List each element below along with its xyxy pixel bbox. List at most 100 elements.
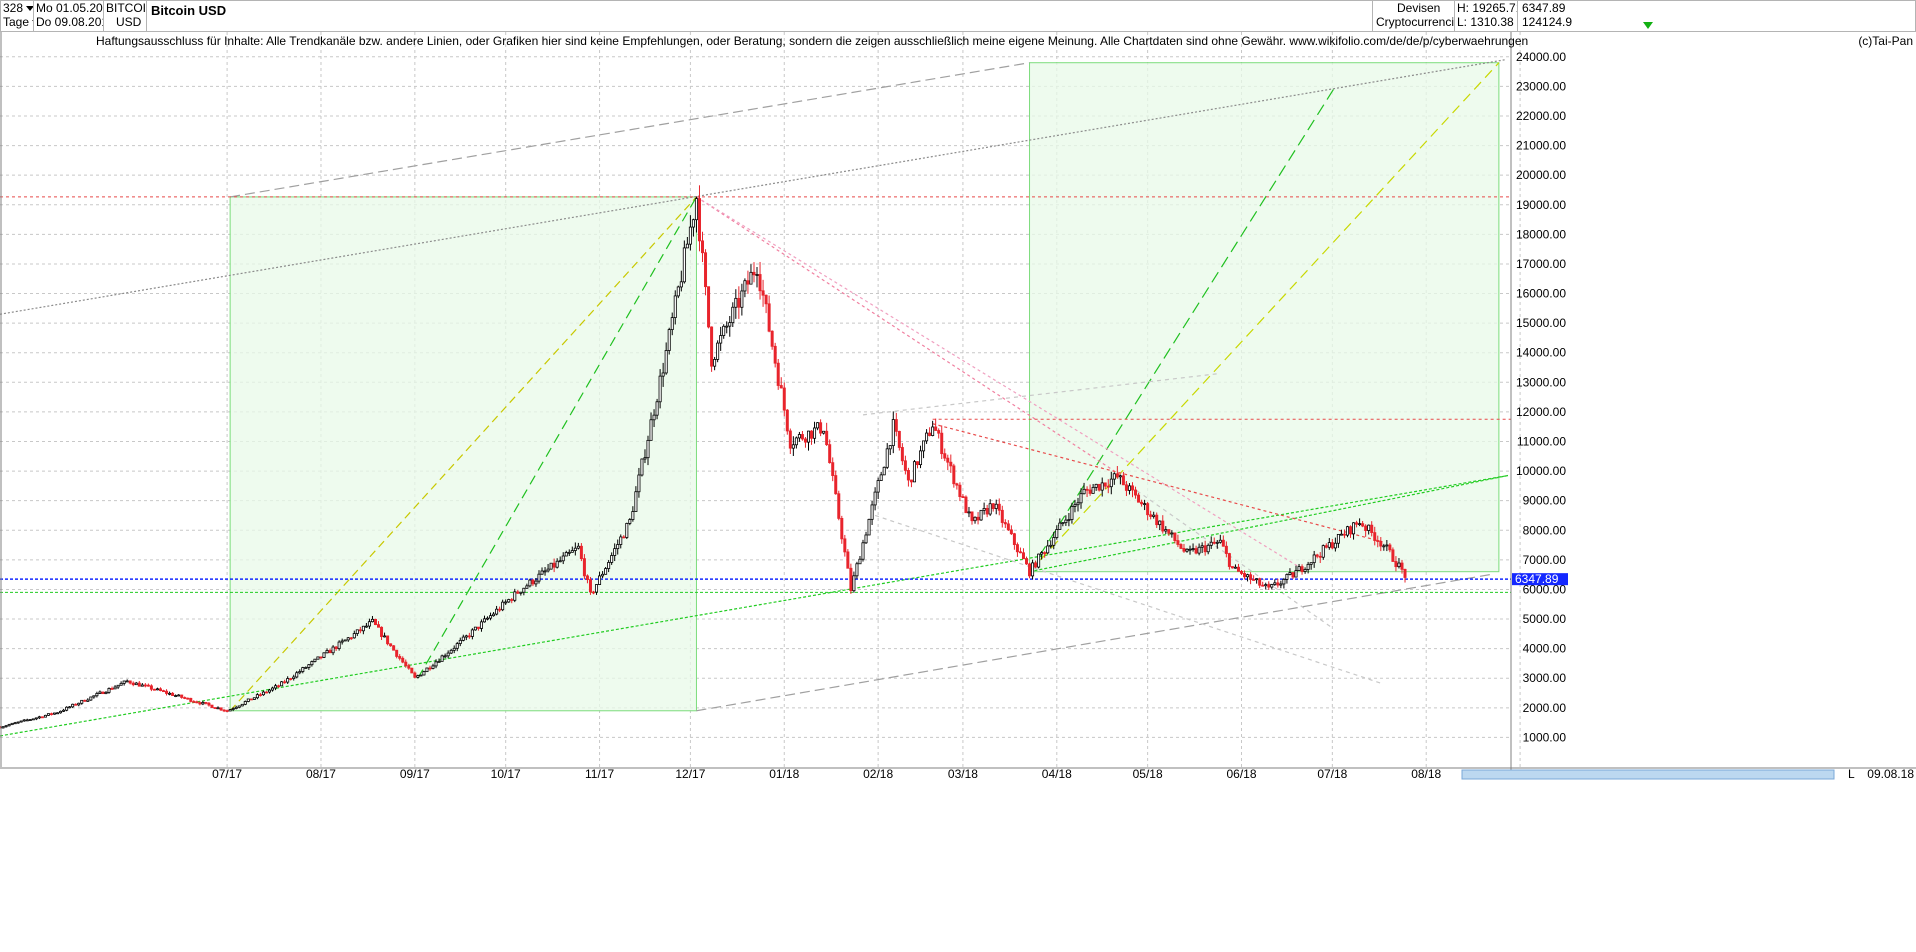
candle-body: [752, 271, 756, 276]
candle-body: [116, 684, 120, 688]
candle-body: [740, 290, 744, 308]
candle: [725, 321, 729, 334]
candle-body: [1179, 544, 1183, 549]
candle: [1309, 562, 1313, 570]
candle-body: [56, 712, 60, 715]
y-tick-label: 5000.00: [1523, 612, 1567, 626]
candle: [782, 382, 786, 417]
candle-body: [649, 419, 653, 441]
candle-body: [177, 694, 181, 697]
copyright-text: (c)Tai-Pan: [1858, 34, 1913, 48]
candle-body: [1003, 522, 1007, 525]
candle: [358, 626, 362, 634]
candle-body: [697, 198, 701, 242]
candle-body: [134, 682, 138, 686]
candle-body: [322, 652, 326, 658]
candle: [1397, 558, 1401, 569]
candle-body: [1203, 545, 1207, 553]
candle-body: [1164, 529, 1168, 532]
candle: [458, 637, 462, 647]
candle-body: [370, 618, 374, 623]
candle-body: [1200, 545, 1204, 548]
candle-body: [204, 702, 208, 704]
candle: [195, 700, 199, 704]
candle-body: [386, 635, 390, 645]
candle: [973, 516, 977, 524]
candle-body: [189, 697, 193, 702]
candle-body: [1018, 551, 1022, 554]
candle-body: [277, 685, 281, 688]
candle: [1185, 548, 1189, 553]
y-tick-label: 18000.00: [1516, 227, 1566, 241]
candle-body: [1100, 482, 1104, 491]
long-support-line: [0, 474, 1509, 737]
candle: [237, 705, 241, 709]
candle-body: [604, 568, 608, 575]
candle-body: [1249, 574, 1253, 580]
header-category-box: Devisen Cryptocurrencies: [1372, 0, 1467, 32]
candle: [274, 683, 278, 691]
candle: [743, 278, 747, 298]
candle: [101, 691, 105, 695]
candle: [222, 709, 226, 713]
candle-body: [1330, 542, 1334, 549]
header-symbol-box: BITCOIN USD: [103, 0, 155, 32]
period-count-dropdown[interactable]: 328: [3, 1, 35, 16]
candle-body: [573, 547, 577, 551]
candle-body: [486, 617, 490, 620]
candle: [116, 684, 120, 690]
candle-body: [549, 562, 553, 570]
candle-body: [1382, 545, 1386, 548]
candle-body: [119, 682, 123, 686]
last-price-label: 6347.89: [1515, 572, 1559, 586]
candle: [985, 504, 989, 518]
candle: [704, 249, 708, 296]
candle: [171, 692, 175, 697]
candle-body: [694, 198, 698, 221]
candle: [1121, 471, 1125, 486]
candle: [1240, 569, 1244, 576]
candle: [522, 587, 526, 596]
candle-body: [1355, 522, 1359, 525]
y-tick-label: 7000.00: [1523, 553, 1567, 567]
candle-body: [997, 503, 1001, 511]
fan-line-yellow-1: [229, 196, 697, 712]
candle-body: [389, 643, 393, 647]
candle: [1267, 581, 1271, 590]
candle: [722, 324, 726, 339]
candle-body: [994, 503, 998, 509]
candle: [855, 561, 859, 579]
candle: [34, 717, 38, 721]
candle: [473, 626, 477, 631]
candle-body: [1361, 523, 1365, 527]
y-tick-label: 19000.00: [1516, 198, 1566, 212]
candle-body: [25, 719, 29, 722]
candle: [304, 666, 308, 669]
candle-body: [691, 219, 695, 228]
candle: [1134, 486, 1138, 499]
candle: [498, 606, 502, 613]
candle-body: [1052, 537, 1056, 546]
candle-body: [622, 536, 626, 539]
x-tick-label: 06/18: [1226, 767, 1256, 781]
candle-body: [492, 613, 496, 617]
candle: [328, 648, 332, 654]
candle-body: [413, 672, 417, 678]
candle-body: [701, 240, 705, 254]
candle-body: [473, 626, 477, 631]
candle-body: [567, 551, 571, 554]
candle: [728, 315, 732, 337]
header-hl-box: H: 19265.71 L: 1310.38: [1454, 0, 1522, 32]
candle: [649, 412, 653, 441]
candle: [1321, 544, 1325, 560]
candle: [71, 703, 75, 708]
candle: [255, 693, 259, 700]
candle-body: [903, 460, 907, 471]
scrollbar-thumb: [1461, 769, 1835, 780]
candle: [885, 443, 889, 470]
candle-body: [519, 591, 523, 594]
candle: [646, 435, 650, 466]
price-chart[interactable]: 1000.00 2000.00 3000.00 4000.00 5000.00 6000.…: [0, 32, 1916, 952]
candle: [1012, 532, 1016, 550]
candle: [852, 571, 856, 593]
